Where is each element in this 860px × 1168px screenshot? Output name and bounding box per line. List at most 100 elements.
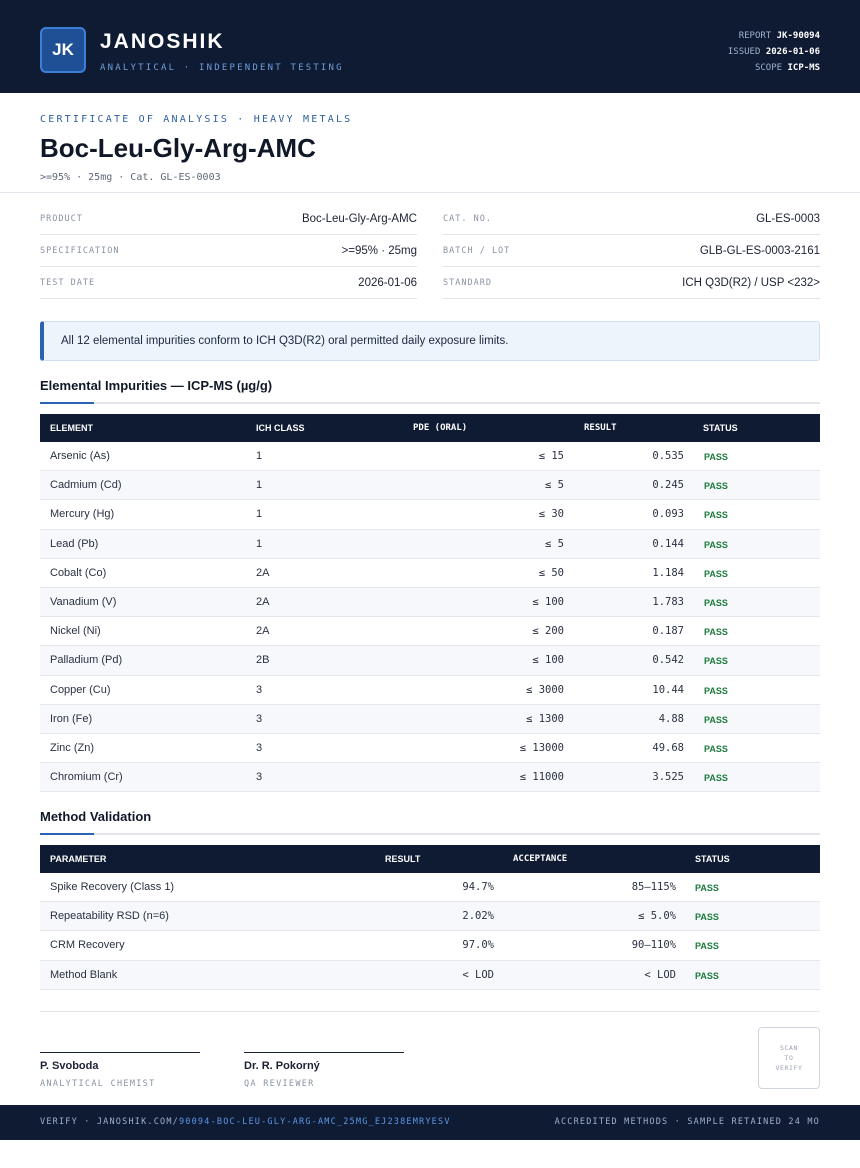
scope-value: ICP-MS [787,63,820,73]
cell-acceptance: ≤ 5.0% [638,910,676,923]
signature-reviewer: Dr. R. Pokorný QA REVIEWER [244,1052,404,1089]
cell-element: Cobalt (Co) [50,566,107,579]
cell-ich-class: 2B [256,654,270,667]
cell-ich-class: 3 [256,683,263,696]
verify-line: VERIFY · JANOSHIK.COM/90094-BOC-LEU-GLY-… [40,1117,451,1127]
table-row: Mercury (Hg) 1 ≤ 30 0.093 PASS [40,500,820,530]
brand-name: JANOSHIK [100,30,225,53]
status-badge: PASS [704,481,728,492]
status-badge: PASS [695,883,719,893]
verify-qr-placeholder[interactable]: SCAN TO VERIFY [758,1027,820,1089]
issued-line: ISSUED 2026-01-06 [727,47,820,57]
footer-note: ACCREDITED METHODS · SAMPLE RETAINED 24 … [554,1117,820,1127]
status-badge: PASS [695,970,719,981]
cell-acceptance: < LOD [644,968,676,981]
table-row: Cobalt (Co) 2A ≤ 50 1.184 PASS [40,559,820,588]
status-badge: PASS [704,685,728,696]
signature-role: ANALYTICAL CHEMIST [40,1079,156,1089]
verify-link[interactable]: 90094-BOC-LEU-GLY-ARG-AMC_25MG_EJ238EMRY… [178,1117,451,1127]
validation-table: PARAMETER RESULT ACCEPTANCE STATUS Spike… [40,845,820,990]
report-id-line: REPORT JK-90094 [738,31,820,41]
status-badge: PASS [695,941,719,952]
cell-pde: ≤ 5 [545,537,564,550]
col-header-status: STATUS [703,423,738,433]
cell-ich-class: 1 [256,479,263,492]
cell-result: 10.44 [652,683,684,696]
info-row-specification: SPECIFICATION >=95% · 25mg [40,235,417,267]
cell-result: 97.0% [462,939,494,952]
brand-tagline: ANALYTICAL · INDEPENDENT TESTING [100,63,344,73]
info-label: PRODUCT [40,213,83,224]
cell-result: 49.68 [652,741,684,754]
table-row: Iron (Fe) 3 ≤ 1300 4.88 PASS [40,704,820,734]
cell-pde: ≤ 1300 [526,712,564,725]
info-grid-left: PRODUCT Boc-Leu-Gly-Arg-AMC SPECIFICATIO… [40,203,417,299]
cell-element: Vanadium (V) [50,595,117,608]
col-header-element: ELEMENT [50,423,94,433]
cell-pde: ≤ 15 [538,450,564,462]
cell-element: Mercury (Hg) [50,508,115,521]
cell-pde: ≤ 13000 [519,741,564,754]
cell-ich-class: 3 [256,712,263,725]
report-footer: VERIFY · JANOSHIK.COM/90094-BOC-LEU-GLY-… [0,1105,860,1140]
qr-text: VERIFY [775,1064,803,1072]
scope-line: SCOPE ICP-MS [754,63,820,73]
document-kicker: CERTIFICATE OF ANALYSIS · HEAVY METALS [40,114,353,125]
signature-name: Dr. R. Pokorný [244,1060,320,1072]
table-row: Vanadium (V) 2A ≤ 100 1.783 PASS [40,587,820,618]
cell-element: Lead (Pb) [50,537,99,550]
table-header: ELEMENT ICH CLASS PDE (ORAL) RESULT STAT… [40,414,820,442]
cell-element: Chromium (Cr) [50,771,123,784]
col-header-status: STATUS [695,854,730,864]
info-label: TEST DATE [40,277,96,288]
table-header: PARAMETER RESULT ACCEPTANCE STATUS [40,845,820,873]
section-rule [40,833,820,835]
col-header-result: RESULT [584,423,617,433]
col-header-parameter: PARAMETER [50,854,107,864]
cell-pde: ≤ 30 [538,508,564,521]
table-row: Nickel (Ni) 2A ≤ 200 0.187 PASS [40,617,820,647]
cell-element: Arsenic (As) [50,450,110,462]
table-row: Copper (Cu) 3 ≤ 3000 10.44 PASS [40,676,820,705]
status-badge: PASS [704,743,728,754]
col-header-acceptance: ACCEPTANCE [513,854,568,864]
table-row: Palladium (Pd) 2B ≤ 100 0.542 PASS [40,646,820,676]
report-id: JK-90094 [776,31,820,41]
page-title: Boc-Leu-Gly-Arg-AMC [40,133,316,163]
cell-result: 0.144 [652,537,684,550]
cell-result: 0.535 [652,450,684,462]
info-value: ICH Q3D(R2) / USP <232> [682,276,820,289]
cell-element: Nickel (Ni) [50,625,101,638]
cell-acceptance: 90–110% [631,939,676,952]
status-badge: PASS [704,714,728,725]
cell-ich-class: 1 [256,537,263,550]
verify-prefix: VERIFY · JANOSHIK.COM/ [40,1117,179,1127]
cell-result: 4.88 [658,712,684,725]
col-header-ich-class: ICH CLASS [256,423,305,433]
col-header-result: RESULT [385,854,421,864]
cell-result: < LOD [462,968,494,981]
divider [40,1011,820,1012]
table-row: Arsenic (As) 1 ≤ 15 0.535 PASS [40,442,820,472]
status-badge: PASS [704,510,728,521]
info-row-cat-no: CAT. NO. GL-ES-0003 [443,203,820,235]
col-header-pde: PDE (ORAL) [413,423,468,433]
signature-analyst: P. Svoboda ANALYTICAL CHEMIST [40,1052,200,1089]
table-row: Method Blank < LOD < LOD PASS [40,960,820,990]
cell-pde: ≤ 5 [545,479,564,492]
info-label: STANDARD [443,277,492,288]
cell-element: Zinc (Zn) [50,741,94,754]
cell-result: 3.525 [652,771,684,784]
impurities-section-title: Elemental Impurities — ICP-MS (µg/g) [40,378,273,393]
cell-result: 0.093 [652,508,684,521]
brand-logo: JK [40,27,86,73]
cell-ich-class: 2A [256,625,270,638]
cell-result: 94.7% [462,881,494,893]
info-grid-right: CAT. NO. GL-ES-0003 BATCH / LOT GLB-GL-E… [443,203,820,299]
cell-pde: ≤ 50 [538,566,564,579]
status-badge: PASS [704,627,728,638]
cell-parameter: Repeatability RSD (n=6) [50,910,169,923]
cell-result: 1.783 [652,595,684,608]
status-badge: PASS [704,568,728,579]
cell-pde: ≤ 3000 [526,683,564,696]
